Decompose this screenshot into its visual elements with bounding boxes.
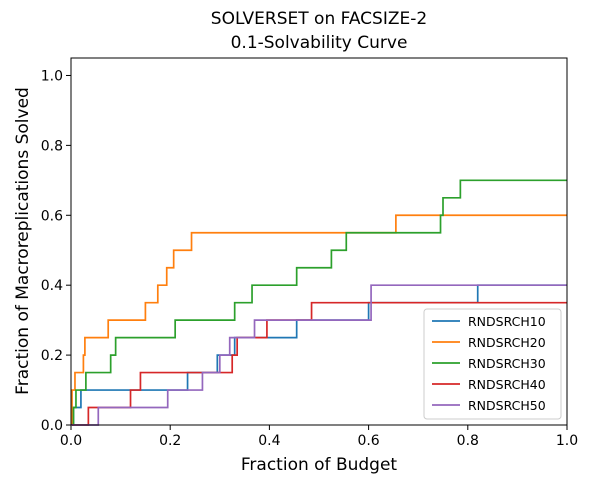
x-tick-label: 0.2: [159, 433, 181, 449]
x-tick-label: 1.0: [556, 433, 578, 449]
y-axis-label: Fraction of Macroreplications Solved: [13, 87, 33, 395]
series-line-rndsrch20: [71, 214, 567, 426]
y-tick-label: 0.6: [41, 208, 63, 224]
legend-label: RNDSRCH50: [468, 398, 546, 413]
chart-title: SOLVERSET on FACSIZE-2: [211, 9, 427, 29]
y-tick-label: 0.4: [41, 278, 63, 294]
y-tick-label: 1.0: [41, 68, 63, 84]
x-axis-label: Fraction of Budget: [241, 455, 398, 475]
x-tick-label: 0.0: [60, 433, 82, 449]
legend: RNDSRCH10 RNDSRCH20 RNDSRCH30 RNDSRCH40 RNDS…: [423, 308, 562, 420]
y-tick-label: 0.0: [41, 418, 63, 434]
series-line-rndsrch30: [71, 179, 567, 426]
y-tick-label: 0.8: [41, 138, 63, 154]
legend-label: RNDSRCH30: [468, 356, 546, 371]
series-line-rndsrch50: [71, 284, 567, 426]
x-tick-label: 0.6: [357, 433, 379, 449]
x-tick-label: 0.8: [457, 433, 479, 449]
legend-label: RNDSRCH20: [468, 335, 546, 350]
legend-label: RNDSRCH40: [468, 377, 546, 392]
y-tick-label: 0.2: [41, 348, 63, 364]
legend-label: RNDSRCH10: [468, 314, 546, 329]
legend-box: [423, 308, 562, 420]
plot-frame: [70, 57, 568, 426]
x-tick-label: 0.4: [258, 433, 280, 449]
chart-subtitle: 0.1-Solvability Curve: [231, 33, 408, 53]
